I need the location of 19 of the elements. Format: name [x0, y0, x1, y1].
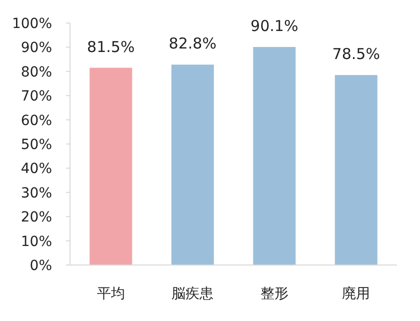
y-tick-label: 60%	[20, 112, 52, 129]
data-label: 90.1%	[250, 16, 298, 35]
x-tick-label: 平均	[96, 286, 125, 302]
data-label: 82.8%	[168, 34, 216, 53]
y-tick-label: 20%	[20, 210, 52, 226]
y-tick-label: 30%	[20, 185, 52, 202]
y-tick-label: 10%	[20, 234, 52, 250]
x-tick-label: 脳疾患	[172, 286, 214, 302]
y-tick-label: 80%	[20, 64, 52, 80]
y-tick-label: 50%	[20, 137, 52, 153]
y-tick-label: 100%	[12, 16, 52, 32]
data-label: 78.5%	[332, 45, 380, 64]
data-label: 81.5%	[87, 38, 135, 56]
y-tick-label: 0%	[30, 258, 52, 274]
x-tick-label: 整形	[260, 286, 288, 302]
y-tick-label: 70%	[20, 88, 52, 105]
y-tick-label: 40%	[20, 161, 52, 178]
x-tick-label: 廃用	[342, 286, 370, 302]
y-tick-label: 90%	[20, 40, 52, 56]
